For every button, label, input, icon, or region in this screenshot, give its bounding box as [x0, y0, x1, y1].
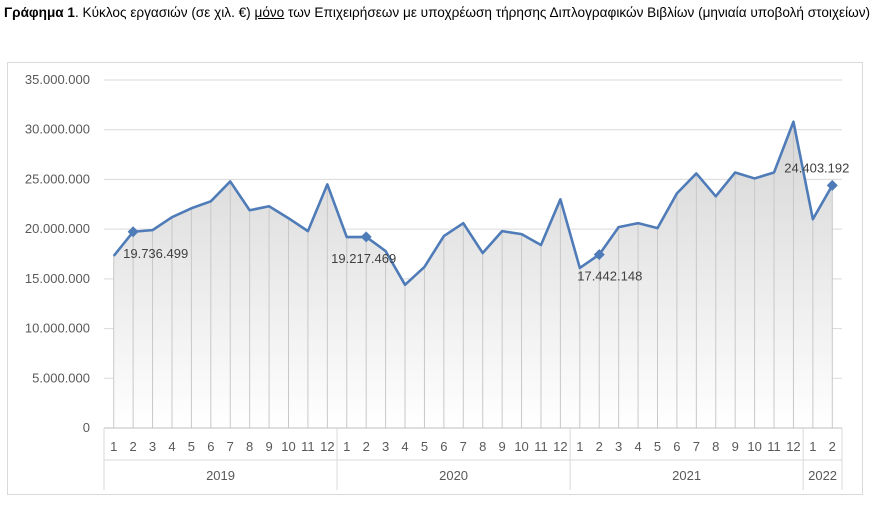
y-tick-label: 10.000.000 — [25, 321, 90, 336]
x-tick-label: 9 — [732, 439, 739, 454]
y-tick-label: 0 — [83, 420, 90, 435]
markers — [127, 179, 838, 261]
chart-frame: 0 5.000.000 10.000.000 15.000.000 20.000.000… — [0, 62, 878, 511]
data-label: 19.736.499 — [123, 246, 188, 261]
line-chart: 0 5.000.000 10.000.000 15.000.000 20.000.000… — [7, 62, 863, 495]
x-tick-label: 2 — [130, 439, 137, 454]
x-tick-label: 11 — [301, 439, 315, 454]
x-tick-label: 4 — [168, 439, 175, 454]
x-tick-label: 11 — [534, 439, 548, 454]
x-tick-label: 6 — [673, 439, 680, 454]
x-tick-label: 4 — [401, 439, 408, 454]
x-tick-label: 8 — [246, 439, 253, 454]
x-tick-label: 8 — [479, 439, 486, 454]
x-tick-label: 1 — [809, 439, 816, 454]
x-tick-label: 5 — [188, 439, 195, 454]
x-tick-label: 12 — [786, 439, 800, 454]
area-fill-path — [113, 121, 833, 428]
year-label: 2022 — [808, 468, 837, 483]
x-tick-label: 1 — [343, 439, 350, 454]
data-point-marker — [826, 179, 838, 191]
x-tick-label: 2 — [829, 439, 836, 454]
x-tick-label: 7 — [227, 439, 234, 454]
y-tick-label: 20.000.000 — [25, 221, 90, 236]
x-tick-label: 10 — [281, 439, 295, 454]
x-tick-label: 12 — [320, 439, 334, 454]
caption-label: Γράφημα 1 — [4, 5, 75, 20]
year-label: 2020 — [439, 468, 468, 483]
data-point-marker — [593, 249, 605, 261]
x-tick-label: 10 — [514, 439, 528, 454]
x-tick-label: 2 — [363, 439, 370, 454]
year-label: 2019 — [206, 468, 235, 483]
series-polyline — [112, 120, 834, 287]
y-tick-label: 35.000.000 — [25, 72, 90, 87]
x-tick-label: 9 — [265, 439, 272, 454]
y-tick-label: 15.000.000 — [25, 271, 90, 286]
caption-text-before: . Κύκλος εργασιών (σε χιλ. €) — [74, 5, 255, 20]
caption-text-after: των Επιχειρήσεων με υποχρέωση τήρησης Δι… — [284, 5, 871, 20]
x-tick-label: 3 — [615, 439, 622, 454]
x-tick-label: 11 — [767, 439, 781, 454]
figure-caption: Γράφημα 1. Κύκλος εργασιών (σε χιλ. €) μ… — [4, 3, 872, 22]
x-tick-label: 3 — [149, 439, 156, 454]
x-tick-label: 1 — [110, 439, 117, 454]
y-tick-label: 5.000.000 — [32, 370, 90, 385]
x-tick-label: 7 — [460, 439, 467, 454]
x-tick-label: 2 — [596, 439, 603, 454]
drop-lines — [113, 121, 833, 428]
year-label: 2021 — [672, 468, 701, 483]
x-tick-label: 12 — [553, 439, 567, 454]
data-point-marker — [360, 231, 372, 243]
data-label: 19.217.469 — [331, 251, 396, 266]
x-tick-label: 10 — [747, 439, 761, 454]
series-line — [112, 120, 834, 287]
x-tick-label: 4 — [634, 439, 641, 454]
x-tick-label: 9 — [499, 439, 506, 454]
x-tick-label: 8 — [712, 439, 719, 454]
data-label: 17.442.148 — [577, 269, 642, 284]
data-labels: 19.736.499 19.217.469 17.442.148 24.403.192 — [123, 160, 849, 283]
x-tick-label: 5 — [654, 439, 661, 454]
y-axis-ticks: 0 5.000.000 10.000.000 15.000.000 20.000.000… — [25, 72, 90, 435]
x-tick-label: 6 — [440, 439, 447, 454]
area-fill — [113, 121, 833, 428]
data-point-marker — [127, 226, 139, 238]
y-tick-label: 25.000.000 — [25, 171, 90, 186]
x-tick-label: 1 — [576, 439, 583, 454]
x-tick-label: 3 — [382, 439, 389, 454]
x-tick-label: 7 — [693, 439, 700, 454]
y-tick-label: 30.000.000 — [25, 122, 90, 137]
data-label: 24.403.192 — [784, 160, 849, 175]
caption-underlined: μόνο — [254, 5, 285, 20]
x-tick-label: 6 — [207, 439, 214, 454]
x-tick-label: 5 — [421, 439, 428, 454]
